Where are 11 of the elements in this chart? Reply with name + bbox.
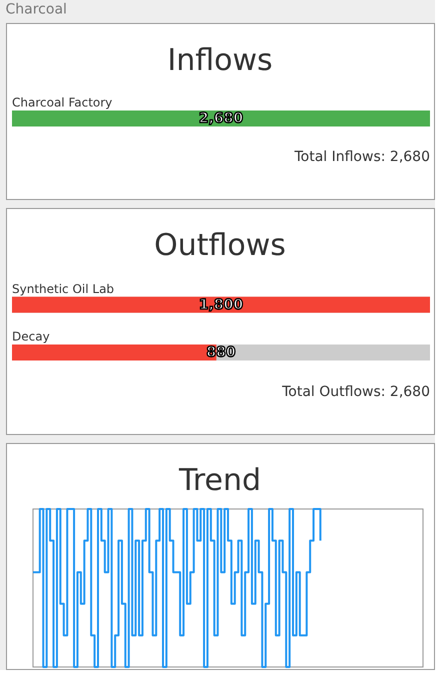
text: Total Outflows: 2,680 bbox=[281, 384, 430, 400]
data-label: 1,800 bbox=[198, 296, 244, 313]
chart-title: Trend bbox=[178, 463, 262, 498]
chart-subtitle: Charcoal bbox=[6, 2, 67, 18]
data-label: 2,680 bbox=[198, 110, 244, 127]
y-tick-label: Charcoal Factory bbox=[12, 96, 112, 110]
chart-title: Inflows bbox=[167, 43, 273, 78]
text: Total Inflows: 2,680 bbox=[293, 149, 430, 165]
chart-title: Outflows bbox=[154, 228, 286, 263]
y-tick-label: Synthetic Oil Lab bbox=[12, 282, 114, 296]
y-tick-label: Decay bbox=[12, 330, 50, 344]
